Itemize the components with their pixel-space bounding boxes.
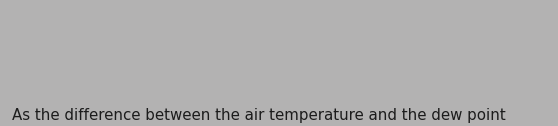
Text: As the difference between the air temperature and the dew point
increases, the r: As the difference between the air temper… (12, 108, 506, 126)
